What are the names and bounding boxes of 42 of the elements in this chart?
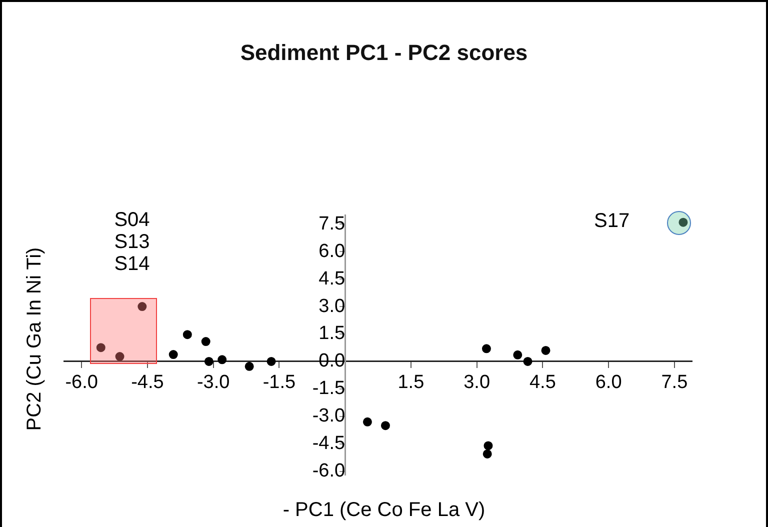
x-tick-label: -6.0 (65, 372, 98, 394)
point (201, 337, 210, 346)
y-tick-label: 7.5 (318, 213, 346, 234)
y-tick-label: -3.0 (312, 406, 346, 427)
point (362, 417, 372, 426)
point (96, 343, 106, 352)
x-tick-label: 7.5 (661, 372, 688, 394)
chart-title: Sediment PC1 - PC2 scores (239, 40, 529, 66)
x-tick-label: -4.5 (131, 372, 164, 394)
x-tick-label: -3.0 (196, 372, 230, 394)
y-tick-label: 1.5 (318, 323, 346, 344)
point (380, 421, 390, 430)
point (244, 362, 254, 371)
x-tick-label: 3.0 (464, 372, 490, 394)
annotation: S04 (113, 209, 151, 231)
point (484, 441, 493, 450)
point (513, 350, 522, 360)
point (138, 302, 147, 312)
y-tick-label: -4.5 (312, 433, 346, 454)
point (218, 355, 227, 364)
y-tick-label: -6.0 (312, 460, 346, 482)
y-tick-label: 3.0 (318, 296, 346, 317)
point (182, 330, 192, 340)
x-axis-title: - PC1 (Ce Co Fe La V) (282, 499, 486, 522)
annotation: S17 (594, 210, 630, 233)
point (266, 356, 276, 366)
x-tick-label: 6.0 (595, 372, 622, 394)
x-tick-label: 4.5 (529, 372, 556, 394)
point (204, 356, 214, 366)
point (168, 350, 178, 360)
y-tick-label: 6.0 (318, 240, 346, 262)
annotation: S13 (113, 231, 151, 253)
point (115, 352, 124, 362)
x-tick-label: 1.5 (398, 372, 424, 394)
annotation: S14 (113, 253, 151, 275)
point (541, 346, 550, 355)
point (482, 344, 491, 354)
y-axis-title: PC2 (Cu Ga In Ni Ti) (24, 247, 46, 431)
point (523, 356, 532, 366)
y-tick-label: 4.5 (318, 268, 346, 290)
x-tick-label: -1.5 (262, 372, 296, 394)
point (482, 449, 492, 458)
